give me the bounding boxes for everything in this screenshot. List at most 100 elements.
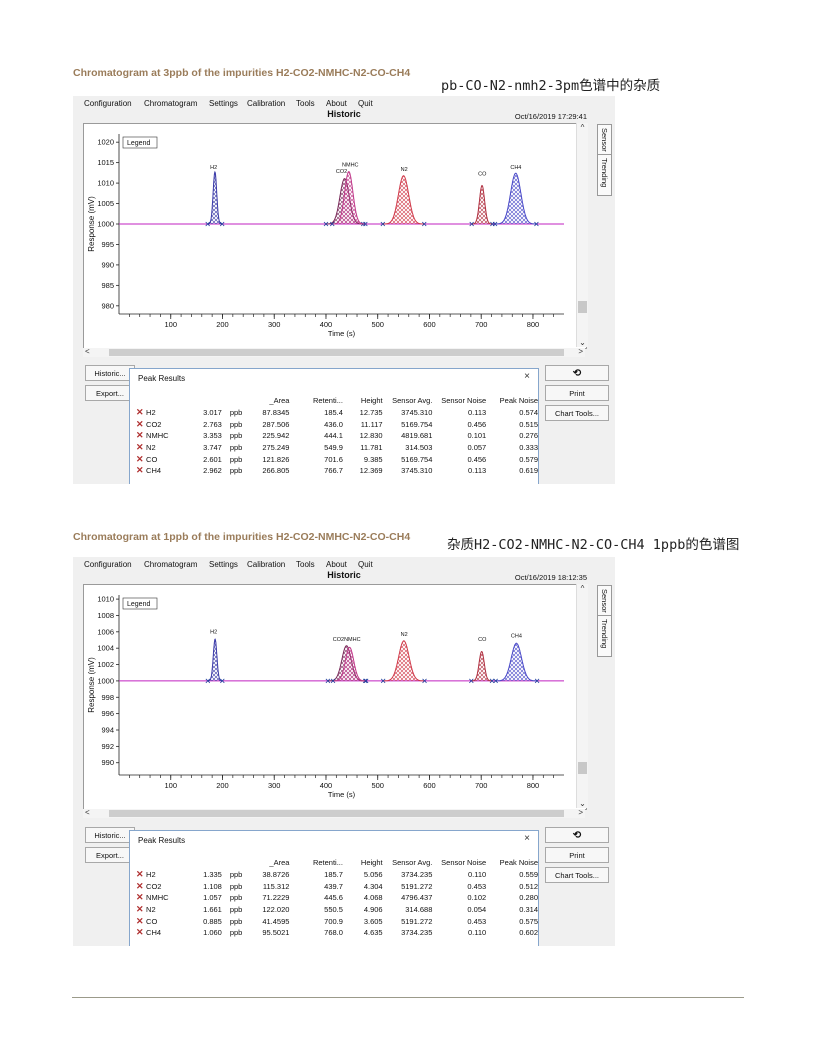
scroll-left-icon[interactable]: < [85, 808, 90, 817]
menu-tools[interactable]: Tools [296, 560, 315, 569]
peak-retention: 439.7 [324, 881, 343, 891]
scroll-up-icon[interactable]: ^ [580, 584, 585, 593]
menu-configuration[interactable]: Configuration [84, 560, 132, 569]
table-row[interactable]: ✕ NMHC 1.057 ppb 71.2229 445.6 4.068 4796.437 0… [136, 892, 538, 904]
horizontal-scrollbar[interactable]: < > [83, 347, 585, 357]
table-header[interactable] [136, 393, 169, 407]
x-tick-label: 300 [268, 320, 281, 329]
table-header[interactable]: _Area [269, 395, 290, 405]
table-header[interactable]: Retenti... [312, 395, 343, 405]
menu-settings[interactable]: Settings [209, 560, 238, 569]
scroll-down-icon[interactable]: ⌄ [579, 799, 586, 808]
table-row[interactable]: ✕ CO2 2.763 ppb 287.506 436.0 11.117 5169.754 0… [136, 419, 538, 431]
peak-results-dialog: Peak Results × _Area Retenti... Height Sensor… [129, 368, 539, 484]
vertical-scrollbar[interactable]: ^ ⌄ [576, 584, 588, 808]
table-row[interactable]: ✕ NMHC 3.353 ppb 225.942 444.1 12.830 4819.681… [136, 430, 538, 442]
table-row[interactable]: ✕ CH4 1.060 ppb 95.5021 768.0 4.635 3734.235 0.… [136, 927, 538, 939]
vertical-scrollbar[interactable]: ^ ⌄ [576, 123, 588, 347]
peak-marker-icon: ✕ [136, 892, 147, 903]
tab-trending[interactable]: Trending [597, 154, 612, 196]
scroll-thumb[interactable] [578, 301, 587, 313]
menu-calibration[interactable]: Calibration [247, 99, 286, 108]
tab-sensor[interactable]: Sensor [597, 124, 612, 156]
refresh-button[interactable]: ⟲ [545, 827, 609, 843]
peak-noise: 0.575 [519, 916, 538, 926]
menu-tools[interactable]: Tools [296, 99, 315, 108]
table-header[interactable]: Sensor Avg. [392, 395, 433, 405]
scroll-thumb[interactable] [578, 762, 587, 774]
export-button[interactable]: Export... [85, 847, 135, 863]
table-row[interactable]: ✕ N2 3.747 ppb 275.249 549.9 11.781 314.503 0.0… [136, 442, 538, 454]
table-header[interactable]: Sensor Avg. [392, 857, 433, 867]
menu-chromatogram[interactable]: Chromatogram [144, 99, 198, 108]
peak-unit: ppb [229, 443, 243, 453]
table-header[interactable] [222, 855, 252, 869]
horizontal-scrollbar[interactable]: < > [83, 808, 585, 818]
y-tick-label: 994 [101, 726, 114, 735]
print-button[interactable]: Print [545, 385, 609, 401]
menu-about[interactable]: About [326, 560, 347, 569]
scroll-thumb[interactable] [109, 810, 564, 817]
peak-height: 9.385 [363, 454, 383, 464]
close-icon[interactable]: × [524, 833, 530, 844]
timestamp: Oct/16/2019 17:29:41 [514, 112, 587, 121]
close-icon[interactable]: × [524, 371, 530, 382]
table-row[interactable]: ✕ H2 1.335 ppb 38.8726 185.7 5.056 3734.235 0.1… [136, 869, 538, 881]
table-header[interactable]: Peak Noise [499, 857, 538, 867]
peak-retention: 444.1 [324, 431, 343, 441]
peak-concentration: 3.747 [203, 443, 222, 453]
table-row[interactable]: ✕ CO 2.601 ppb 121.826 701.6 9.385 5169.754 0.4… [136, 453, 538, 465]
scroll-down-icon[interactable]: ⌄ [579, 338, 586, 347]
table-header[interactable]: _Area [269, 857, 290, 867]
historic-button[interactable]: Historic... [85, 827, 135, 843]
table-header[interactable]: Sensor Noise [441, 857, 487, 867]
menu-quit[interactable]: Quit [358, 99, 373, 108]
table-header[interactable] [136, 855, 169, 869]
peak-line-ch4 [495, 642, 538, 682]
table-header[interactable] [169, 855, 222, 869]
menu-configuration[interactable]: Configuration [84, 99, 132, 108]
table-header[interactable]: Height [360, 395, 383, 405]
table-header[interactable] [169, 393, 222, 407]
table-header[interactable]: Height [360, 857, 383, 867]
y-tick-label: 980 [101, 301, 114, 310]
table-row[interactable]: ✕ CH4 2.962 ppb 266.805 766.7 12.369 3745.310 0… [136, 465, 538, 477]
peak-marker [469, 678, 474, 684]
scroll-right-icon[interactable]: > [578, 808, 583, 817]
menu-settings[interactable]: Settings [209, 99, 238, 108]
chromatogram-chart: 980 985 990 995 1000 1005 1010 1015 1020 100 200 30… [83, 123, 587, 349]
chart-tools-button[interactable]: Chart Tools... [545, 867, 609, 883]
y-tick-label: 1008 [97, 611, 114, 620]
peak-marker [380, 678, 386, 684]
menu-chromatogram[interactable]: Chromatogram [144, 560, 198, 569]
scroll-thumb[interactable] [109, 349, 564, 356]
sensor-avg: 314.503 [405, 443, 433, 453]
peak-area: 71.2229 [262, 893, 290, 903]
table-row[interactable]: ✕ CO2 1.108 ppb 115.312 439.7 4.304 5191.272 0.… [136, 881, 538, 893]
scroll-right-icon[interactable]: > [578, 347, 583, 356]
table-header[interactable] [222, 393, 252, 407]
print-button[interactable]: Print [545, 847, 609, 863]
historic-button[interactable]: Historic... [85, 365, 135, 381]
y-tick-label: 992 [101, 742, 114, 751]
scroll-left-icon[interactable]: < [85, 347, 90, 356]
refresh-button[interactable]: ⟲ [545, 365, 609, 381]
table-row[interactable]: ✕ N2 1.661 ppb 122.020 550.5 4.906 314.688 0.05… [136, 904, 538, 916]
menu-calibration[interactable]: Calibration [247, 560, 286, 569]
table-header[interactable]: Peak Noise [499, 395, 538, 405]
legend-label: Legend [127, 601, 150, 608]
chart-tools-button[interactable]: Chart Tools... [545, 405, 609, 421]
tab-trending[interactable]: Trending [597, 615, 612, 657]
table-header[interactable]: Retenti... [312, 857, 343, 867]
peak-retention: 445.6 [324, 893, 343, 903]
table-header[interactable]: Sensor Noise [441, 395, 487, 405]
scroll-up-icon[interactable]: ^ [580, 123, 585, 132]
export-button[interactable]: Export... [85, 385, 135, 401]
menu-about[interactable]: About [326, 99, 347, 108]
menu-quit[interactable]: Quit [358, 560, 373, 569]
tab-sensor[interactable]: Sensor [597, 585, 612, 617]
peak-marker [220, 678, 225, 684]
peak-marker [493, 678, 498, 684]
table-row[interactable]: ✕ CO 0.885 ppb 41.4595 700.9 3.605 5191.272 0.4… [136, 915, 538, 927]
table-row[interactable]: ✕ H2 3.017 ppb 87.8345 185.4 12.735 3745.310 0.… [136, 407, 538, 419]
